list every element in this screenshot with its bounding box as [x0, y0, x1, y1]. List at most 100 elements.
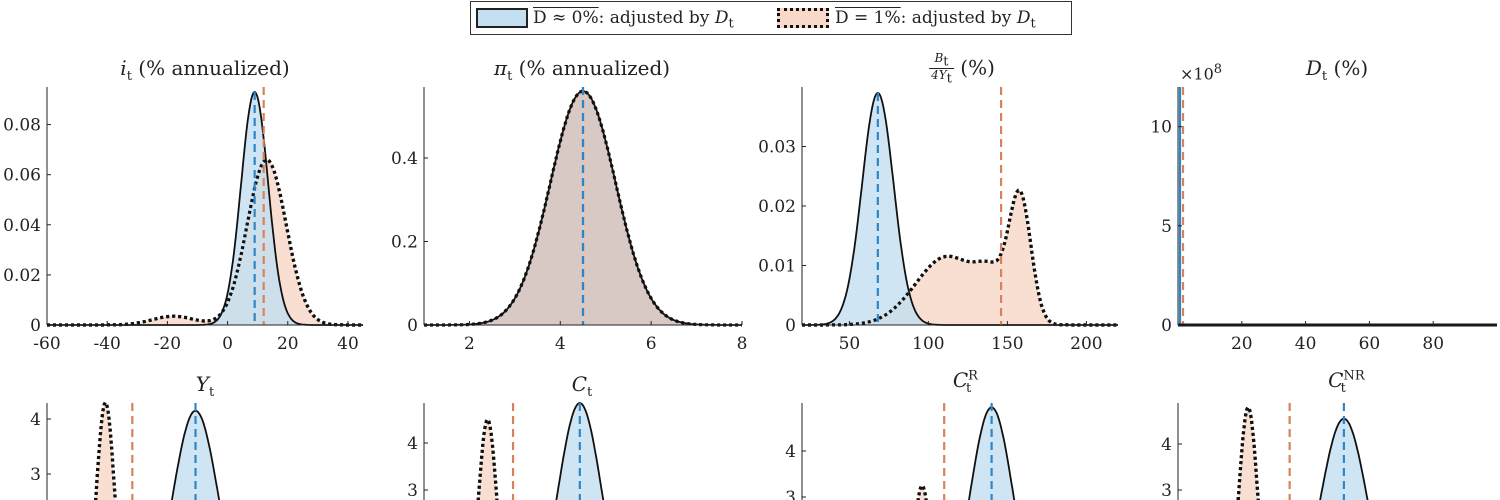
x-tick-label: 80	[1422, 334, 1444, 354]
title-cr-sub: t	[965, 381, 972, 396]
title-cr-sup: R	[968, 368, 978, 384]
x-tick-label: -60	[33, 334, 60, 354]
series-adjusted-area	[95, 402, 116, 500]
y-tick-label: 0	[1161, 316, 1172, 336]
title-b-num-sub: t	[943, 54, 949, 70]
series-baseline-area	[1320, 418, 1368, 500]
y-tick-label: 3	[30, 465, 41, 485]
y-tick-label: 0.02	[758, 197, 796, 217]
title-b-den-var: 4Y	[931, 68, 947, 83]
title-pi-var: π	[493, 56, 508, 80]
title-b-frac: Bt 4Yt	[929, 52, 954, 86]
legend-sym-b: D	[1016, 8, 1031, 28]
y-tick-label: 0.2	[391, 232, 418, 252]
x-tick-label: 20	[1231, 334, 1253, 354]
x-tick-label: -20	[154, 334, 181, 354]
x-tick-label: 0	[222, 334, 233, 354]
legend-text-a: : adjusted by	[598, 8, 715, 28]
y-tick-label: 10	[1150, 118, 1172, 138]
title-i-sub: t	[126, 69, 132, 84]
title-y-sub: t	[208, 385, 215, 400]
title-pi-rest: (% annualized)	[512, 56, 671, 80]
series-baseline-curve	[1319, 417, 1369, 500]
series-baseline-area	[47, 92, 363, 325]
title-d-var: D	[1305, 56, 1322, 80]
legend-sub-b: t	[1030, 16, 1036, 32]
series-baseline-curve	[968, 406, 1016, 500]
legend-swatch-adjusted	[777, 8, 829, 28]
y-tick-label: 4	[407, 434, 418, 454]
series-baseline-curve	[47, 90, 363, 326]
title-pi-sub: t	[507, 69, 513, 84]
x-tick-label: 2	[464, 334, 475, 354]
x-tick-label: 4	[555, 334, 566, 354]
y-tick-label: 0	[30, 316, 41, 336]
y-tick-label: 4	[1161, 435, 1172, 455]
y-tick-label: 0.03	[758, 138, 796, 158]
legend-swatch-baseline	[476, 8, 528, 28]
title-i-rest: (% annualized)	[131, 56, 290, 80]
y-tick-label: 0.04	[3, 216, 41, 236]
y-tick-label: 0.01	[758, 257, 796, 277]
x-tick-label: 20	[277, 334, 299, 354]
series-adjusted-curve	[47, 158, 363, 327]
series-baseline-area	[556, 403, 604, 500]
x-tick-label: 60	[1359, 334, 1381, 354]
x-tick-label: 150	[991, 334, 1023, 354]
title-d-rest: (%)	[1327, 56, 1369, 80]
legend-sym-a: D	[714, 8, 729, 28]
series-baseline-area	[802, 93, 1118, 325]
title-b-ratio: Bt 4Yt (%)	[929, 52, 995, 86]
y-tick-label: 5	[1161, 217, 1172, 237]
y-tick-label: 0	[407, 316, 418, 336]
x-tick-label: 6	[646, 334, 657, 354]
title-b-num: Bt	[929, 51, 954, 70]
series-baseline-curve	[171, 409, 221, 500]
title-b-rest: (%)	[953, 55, 995, 80]
legend-cond-b: D = 1%	[835, 8, 901, 28]
y-tick-label: 3	[1161, 481, 1172, 500]
series-baseline-area	[968, 407, 1015, 500]
series-adjusted-area	[478, 419, 497, 500]
title-i-var: i	[120, 56, 127, 80]
legend-sub-a: t	[728, 16, 734, 32]
x-tick-label: 100	[912, 334, 944, 354]
title-d-sub: t	[1321, 69, 1328, 84]
title-d-t: Dt (%)	[1306, 56, 1368, 84]
title-c-var: C	[571, 372, 588, 396]
legend-label-baseline: D ≈ 0%: adjusted by Dt	[533, 8, 734, 31]
series-adjusted-curve-top	[916, 483, 928, 500]
exponent-power: 8	[1213, 62, 1223, 77]
x-tick-label: 40	[1295, 334, 1317, 354]
y-tick-label: 4	[785, 442, 796, 462]
y-tick-label: 0.08	[3, 116, 41, 136]
title-y-t: Yt	[196, 372, 214, 400]
series-adjusted-area	[47, 159, 363, 325]
exponent-base: ×10	[1180, 64, 1214, 84]
title-b-num-var: B	[934, 51, 944, 65]
x-tick-label: 40	[337, 334, 359, 354]
series-adjusted-curve	[916, 483, 928, 500]
legend: D ≈ 0%: adjusted by Dt D = 1% : adjusted …	[470, 1, 1072, 35]
legend-cond-a: D ≈ 0%	[533, 8, 599, 28]
series-adjusted-area	[802, 190, 1118, 325]
title-pi-t: πt (% annualized)	[494, 56, 670, 84]
series-adjusted-area	[1238, 407, 1259, 500]
y-tick-label: 0	[785, 316, 796, 336]
title-c-sub: t	[587, 385, 593, 400]
y-tick-label: 3	[785, 488, 796, 500]
y-tick-label: 0.02	[3, 266, 41, 286]
y-tick-label: 0.4	[391, 149, 418, 169]
title-cnr-t: CNRt	[1328, 368, 1364, 396]
title-b-den: 4Yt	[929, 68, 954, 86]
title-cnr-sup: NR	[1343, 368, 1365, 384]
x-tick-label: 50	[839, 334, 861, 354]
title-cr-t: CRt	[953, 368, 978, 396]
series-baseline-curve	[555, 402, 605, 500]
title-cnr-var: C	[1328, 368, 1344, 392]
y-tick-label: 3	[407, 481, 418, 500]
series-adjusted-curve-top	[47, 158, 363, 327]
x-tick-label: -40	[93, 334, 120, 354]
